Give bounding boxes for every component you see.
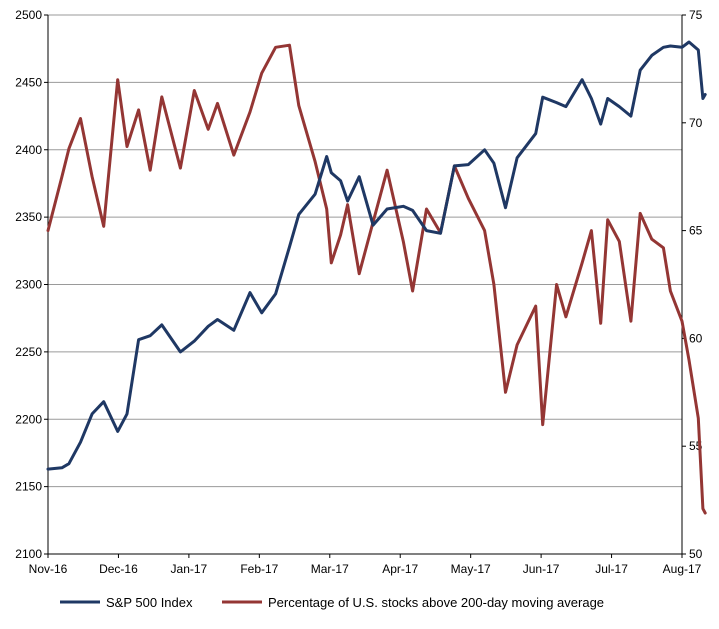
x-tick-label-9: Aug-17 (663, 562, 702, 576)
left-tick-label-3: 2250 (15, 345, 42, 359)
series-lines (46, 40, 707, 515)
left-tick-label-2: 2200 (15, 412, 42, 426)
right-tick-label-0: 50 (689, 547, 703, 561)
right-tick-label-4: 70 (689, 116, 703, 130)
left-tick-label-4: 2300 (15, 278, 42, 292)
x-tick-label-6: May-17 (451, 562, 491, 576)
legend-label-pct200: Percentage of U.S. stocks above 200-day … (268, 595, 604, 610)
x-tick-label-5: Apr-17 (382, 562, 418, 576)
x-tick-label-0: Nov-16 (29, 562, 68, 576)
series-line-pct200 (46, 43, 707, 515)
x-tick-label-3: Feb-17 (240, 562, 278, 576)
legend-label-sp500: S&P 500 Index (106, 595, 193, 610)
left-tick-label-0: 2100 (15, 547, 42, 561)
left-tick-label-1: 2150 (15, 480, 42, 494)
x-tick-label-7: Jun-17 (523, 562, 560, 576)
left-axis-tick-labels: 2100 2150 2200 2250 2300 2350 2400 2450 2500 (15, 8, 42, 561)
x-tick-label-8: Jul-17 (595, 562, 628, 576)
series-line-sp500 (46, 40, 707, 471)
x-tick-label-1: Dec-16 (99, 562, 138, 576)
x-tick-label-2: Jan-17 (171, 562, 208, 576)
left-tick-label-5: 2350 (15, 210, 42, 224)
right-tick-label-5: 75 (689, 8, 703, 22)
left-tick-label-7: 2450 (15, 75, 42, 89)
legend: S&P 500 Index Percentage of U.S. stocks … (60, 595, 604, 610)
right-tick-label-3: 65 (689, 224, 703, 238)
left-tick-label-8: 2500 (15, 8, 42, 22)
left-tick-label-6: 2400 (15, 143, 42, 157)
x-axis-tick-labels: Nov-16 Dec-16 Jan-17 Feb-17 Mar-17 Apr-17 May-… (29, 562, 702, 576)
right-tick-label-2: 60 (689, 331, 703, 345)
x-tick-label-4: Mar-17 (311, 562, 349, 576)
